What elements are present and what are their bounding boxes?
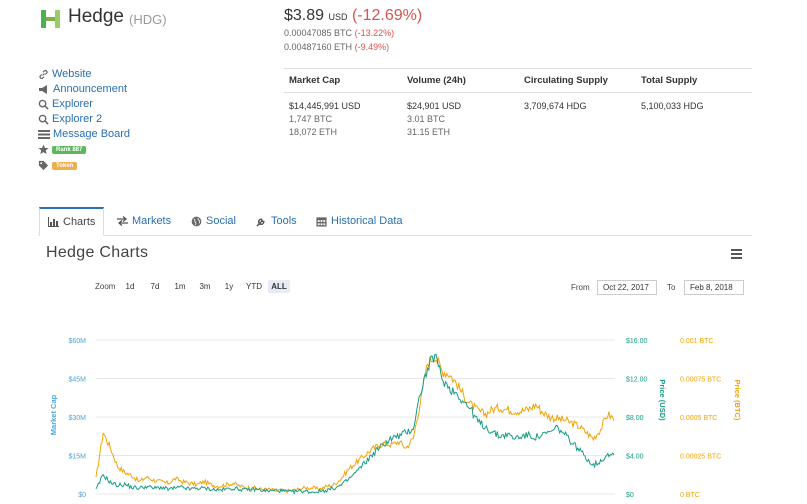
token-row: Token xyxy=(38,160,78,171)
tab-historical-data-label: Historical Data xyxy=(331,215,403,227)
tabs-divider xyxy=(38,235,752,236)
zoom-1d-button[interactable]: 1d xyxy=(125,282,135,291)
market-cap-usd: $14,445,991 USD xyxy=(289,101,361,111)
tab-tools-label: Tools xyxy=(271,215,297,227)
volume-usd: $24,901 USD xyxy=(407,101,462,111)
btc-axis-tick: 0.0005 BTC xyxy=(680,415,717,422)
rank-row: Rank 887 xyxy=(38,144,87,155)
wrench-icon xyxy=(256,217,265,227)
usd-axis-tick: $16.00 xyxy=(626,338,648,345)
usd-axis-tick: $8.00 xyxy=(626,415,644,422)
price-btc: 0.00047085 BTC xyxy=(284,28,353,38)
range-from-label: From xyxy=(571,283,590,292)
stat-header-total: Total Supply xyxy=(641,75,698,86)
circulating-supply: 3,709,674 HDG xyxy=(524,101,587,111)
message-board-link-label: Message Board xyxy=(53,128,131,140)
price-usd: $3.89 xyxy=(284,7,325,24)
range-to-label: To xyxy=(667,283,676,292)
search-icon xyxy=(38,114,49,125)
stat-header-volume: Volume (24h) xyxy=(407,75,466,86)
btc-axis-title: Price (BTC) xyxy=(733,380,742,421)
hedge-logo xyxy=(41,10,60,28)
range-to-input[interactable]: Feb 8, 2018 xyxy=(684,280,744,295)
btc-axis-tick: 0 BTC xyxy=(680,492,700,499)
token-badge: Token xyxy=(52,161,78,170)
market-cap-eth: 18,072 ETH xyxy=(289,127,338,137)
globe-icon xyxy=(191,216,202,226)
zoom-1y-button[interactable]: 1y xyxy=(224,282,234,291)
exchange-icon xyxy=(117,216,128,226)
usd-axis-tick: $0 xyxy=(626,492,634,499)
explorer-2-link[interactable]: Explorer 2 xyxy=(38,113,102,125)
message-board-link[interactable]: Message Board xyxy=(38,128,130,140)
calendar-icon xyxy=(316,216,327,227)
tab-charts-label: Charts xyxy=(63,216,96,228)
zoom-label: Zoom xyxy=(95,282,116,291)
list-icon xyxy=(38,129,50,139)
rank-badge: Rank 887 xyxy=(52,145,87,154)
zoom-7d-button[interactable]: 7d xyxy=(150,282,160,291)
chart-menu-icon[interactable] xyxy=(731,249,742,259)
tab-historical-data[interactable]: Historical Data xyxy=(316,207,403,235)
price-eth-line: 0.00487160 ETH (-9.49%) xyxy=(284,42,389,52)
price-eth: 0.00487160 ETH xyxy=(284,42,353,52)
usd-axis-tick: $4.00 xyxy=(626,454,644,461)
link-icon xyxy=(39,69,48,79)
usd-axis-tick: $12.00 xyxy=(626,377,648,384)
coin-symbol: (HDG) xyxy=(129,12,167,27)
stats-divider-top xyxy=(284,68,752,69)
left-axis-tick: $30M xyxy=(68,415,86,422)
price-btc-line: 0.00047085 BTC (-13.22%) xyxy=(284,28,394,38)
tab-social-label: Social xyxy=(206,215,236,227)
left-axis-tick: $15M xyxy=(68,454,86,461)
volume-btc: 3.01 BTC xyxy=(407,114,446,124)
zoom-3m-button[interactable]: 3m xyxy=(199,282,211,291)
range-from-input[interactable]: Oct 22, 2017 xyxy=(597,280,657,295)
website-link-label: Website xyxy=(52,68,92,80)
price-unit: USD xyxy=(328,12,348,22)
announcement-link[interactable]: Announcement xyxy=(38,83,127,95)
tab-markets[interactable]: Markets xyxy=(117,207,171,235)
left-axis-tick: $0 xyxy=(78,492,86,499)
left-axis-title: Market Cap xyxy=(49,394,58,435)
zoom-1m-button[interactable]: 1m xyxy=(174,282,186,291)
bullhorn-icon xyxy=(39,84,47,94)
volume-eth: 31.15 ETH xyxy=(407,127,451,137)
website-link[interactable]: Website xyxy=(38,68,92,80)
tab-charts[interactable]: Charts xyxy=(39,207,105,236)
star-icon xyxy=(38,144,49,155)
btc-axis-tick: 0.00075 BTC xyxy=(680,377,721,384)
price-usd-line: $3.89 USD (-12.69%) xyxy=(284,7,422,25)
stat-header-circulating: Circulating Supply xyxy=(524,75,608,86)
price-chart[interactable]: $0 $15M $30M $45M $60M $0 $4.00 $8.00 $12.00 $16.… xyxy=(0,315,807,504)
btc-axis-tick: 0.001 BTC xyxy=(680,338,713,345)
market-cap-btc: 1,747 BTC xyxy=(289,114,333,124)
tab-tools[interactable]: Tools xyxy=(256,207,297,235)
btc-axis-tick: 0.00025 BTC xyxy=(680,454,721,461)
explorer-2-link-label: Explorer 2 xyxy=(52,113,103,125)
zoom-all-button[interactable]: ALL xyxy=(268,280,290,293)
usd-price-line xyxy=(95,353,615,495)
left-axis-tick: $45M xyxy=(68,377,86,384)
btc-price-line xyxy=(95,356,615,494)
chart-title: Hedge Charts xyxy=(46,244,149,261)
explorer-link-label: Explorer xyxy=(52,98,93,110)
stat-header-market-cap: Market Cap xyxy=(289,75,341,86)
zoom-ytd-button[interactable]: YTD xyxy=(246,282,262,291)
coin-name: Hedge xyxy=(68,6,124,27)
stats-divider-mid xyxy=(284,92,752,93)
announcement-link-label: Announcement xyxy=(53,83,127,95)
total-supply: 5,100,033 HDG xyxy=(641,101,704,111)
bar-chart-icon xyxy=(48,217,59,227)
price-change: (-12.69%) xyxy=(351,7,423,24)
tab-social[interactable]: Social xyxy=(191,207,236,235)
usd-axis-title: Price (USD) xyxy=(658,379,667,421)
left-axis-tick: $60M xyxy=(68,338,86,345)
explorer-link[interactable]: Explorer xyxy=(38,98,93,110)
price-btc-change: (-13.22%) xyxy=(354,28,395,38)
search-icon xyxy=(38,99,49,110)
price-eth-change: (-9.49%) xyxy=(354,42,390,52)
tab-markets-label: Markets xyxy=(132,215,172,227)
tag-icon xyxy=(38,160,49,171)
